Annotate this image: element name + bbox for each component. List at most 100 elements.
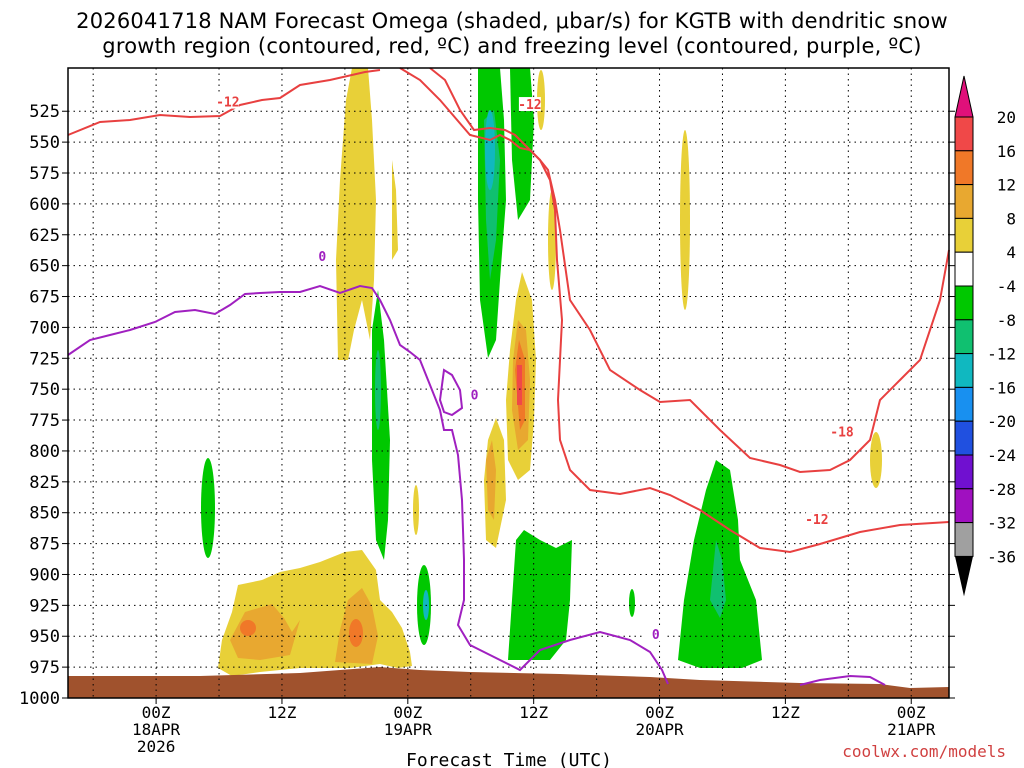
colorbar-bottom-arrow bbox=[955, 556, 973, 597]
omega-negative-green-small bbox=[629, 589, 635, 617]
y-tick-label-950: 950 bbox=[29, 627, 60, 647]
y-tick-label-800: 800 bbox=[29, 442, 60, 462]
contour-label-0: -12 bbox=[216, 96, 239, 111]
omega-positive-dkyellow-mid-2 bbox=[486, 440, 496, 520]
omega-positive-yellow-upper-3 bbox=[680, 130, 690, 310]
purple-contour-zero-late bbox=[799, 674, 886, 686]
x-tick-date-0: 18APR bbox=[132, 720, 181, 739]
y-tick-label-700: 700 bbox=[29, 318, 60, 338]
colorbar-label-13: -36 bbox=[987, 547, 1016, 566]
y-tick-label-925: 925 bbox=[29, 596, 60, 616]
omega-positive-red-core bbox=[517, 365, 522, 405]
omega-positive-yellow-upper-1 bbox=[336, 68, 376, 360]
omega-negative-teal-column-1 bbox=[375, 350, 381, 430]
chart-title-line2: growth region (contoured, red, ºC) and f… bbox=[102, 34, 922, 58]
colorbar-label-10: -24 bbox=[987, 446, 1016, 465]
omega-positive-yellow-small bbox=[413, 485, 419, 535]
contour-label-bg-5 bbox=[463, 387, 486, 402]
y-tick-label-750: 750 bbox=[29, 380, 60, 400]
contour-label-5: 0 bbox=[471, 388, 479, 403]
omega-negative-green-early bbox=[201, 458, 215, 558]
colorbar: 20 16 12 8 4 -4 -8 -12 -16 -20 -24 -28 -32 -36 bbox=[954, 75, 1016, 597]
colorbar-swatch-2 bbox=[954, 184, 974, 219]
omega-negative-cyan-upper bbox=[485, 110, 495, 190]
omega-shading bbox=[201, 68, 882, 676]
red-contour-minus12-upper bbox=[67, 69, 381, 136]
omega-positive-yellow-upper-5 bbox=[537, 70, 545, 130]
omega-negative-green-column-1 bbox=[372, 290, 390, 560]
colorbar-swatch-0 bbox=[954, 116, 974, 152]
omega-positive-yellow-upper-4 bbox=[548, 190, 556, 290]
colorbar-top-arrow bbox=[954, 75, 974, 118]
colorbar-swatch-11 bbox=[954, 488, 974, 524]
colorbar-label-9: -20 bbox=[987, 412, 1016, 431]
terrain-fill bbox=[68, 667, 949, 698]
x-axis-label: Forecast Time (UTC) bbox=[406, 750, 612, 768]
y-tick-label-650: 650 bbox=[29, 257, 60, 277]
x-tick-date-20: 19APR bbox=[384, 720, 433, 739]
colorbar-swatch-8 bbox=[954, 386, 974, 422]
contour-label-bg-3 bbox=[805, 512, 828, 527]
contour-label-bg-1 bbox=[518, 97, 541, 112]
y-tick-label-1000: 1000 bbox=[19, 689, 60, 709]
colorbar-label-12: -32 bbox=[987, 514, 1016, 533]
plot-frame bbox=[67, 67, 950, 699]
contour-label-bg-4 bbox=[311, 249, 334, 263]
omega-positive-yellow-upper-2 bbox=[392, 160, 398, 260]
contour-label-3: -12 bbox=[805, 513, 828, 528]
colorbar-swatch-10 bbox=[954, 454, 974, 490]
colorbar-swatch-9 bbox=[954, 420, 974, 456]
x-tick-label-0: 00Z bbox=[142, 703, 171, 722]
colorbar-label-8: -16 bbox=[987, 378, 1016, 397]
grid-lines bbox=[68, 68, 949, 698]
y-tick-label-725: 725 bbox=[29, 349, 60, 369]
colorbar-label-6: -8 bbox=[997, 311, 1016, 330]
omega-positive-orange-low-1 bbox=[240, 620, 256, 636]
x-tick-label-40: 00Z bbox=[645, 703, 674, 722]
y-tick-label-975: 975 bbox=[29, 658, 60, 678]
contour-label-bg-2 bbox=[831, 424, 854, 439]
omega-positive-yellow-late bbox=[870, 432, 882, 488]
x-tick-label-30: 12Z bbox=[519, 703, 548, 722]
contour-label-6: 0 bbox=[652, 628, 660, 643]
colorbar-swatch-7 bbox=[954, 353, 974, 388]
y-tick-label-575: 575 bbox=[29, 164, 60, 184]
colorbar-swatch-6 bbox=[954, 319, 974, 355]
colorbar-swatch-5 bbox=[954, 285, 974, 321]
y-tick-label-550: 550 bbox=[29, 133, 60, 153]
y-tick-label-525: 525 bbox=[29, 102, 60, 122]
y-tick-label-875: 875 bbox=[29, 535, 60, 555]
y-tick-label-600: 600 bbox=[29, 195, 60, 215]
colorbar-label-1: 16 bbox=[997, 142, 1016, 161]
x-tick-label-50: 12Z bbox=[771, 703, 800, 722]
y-tick-label-900: 900 bbox=[29, 565, 60, 585]
x-tick-date-40: 20APR bbox=[635, 720, 684, 739]
colorbar-swatch-12 bbox=[954, 522, 974, 557]
red-contour-minus18 bbox=[399, 67, 950, 474]
contour-label-bg-0 bbox=[216, 94, 239, 109]
y-tick-label-625: 625 bbox=[29, 226, 60, 246]
omega-negative-green-low-2 bbox=[508, 530, 572, 660]
colorbar-label-5: -4 bbox=[997, 277, 1016, 296]
y-tick-label-825: 825 bbox=[29, 473, 60, 493]
colorbar-label-3: 8 bbox=[1006, 209, 1016, 228]
x-tick-year-0: 2026 bbox=[137, 737, 176, 756]
colorbar-swatch-4 bbox=[954, 251, 974, 287]
omega-positive-dkyellow-low-1 bbox=[230, 604, 300, 660]
omega-positive-orange-low-2 bbox=[349, 619, 363, 647]
x-tick-label-60: 00Z bbox=[897, 703, 926, 722]
colorbar-label-11: -28 bbox=[987, 480, 1016, 499]
x-tick-label-10: 12Z bbox=[268, 703, 297, 722]
chart-title-line1: 2026041718 NAM Forecast Omega (shaded, μ… bbox=[76, 9, 948, 33]
colorbar-swatch-3 bbox=[954, 217, 974, 253]
y-tick-label-675: 675 bbox=[29, 288, 60, 308]
omega-negative-teal-low-3 bbox=[710, 540, 726, 618]
y-tick-label-775: 775 bbox=[29, 411, 60, 431]
contour-label-2: -18 bbox=[830, 425, 854, 440]
colorbar-label-0: 20 bbox=[997, 108, 1016, 127]
contour-label-1: -12 bbox=[518, 98, 541, 113]
x-tick-label-20: 00Z bbox=[393, 703, 422, 722]
contour-label-4: 0 bbox=[318, 250, 326, 265]
colorbar-label-7: -12 bbox=[987, 345, 1016, 364]
